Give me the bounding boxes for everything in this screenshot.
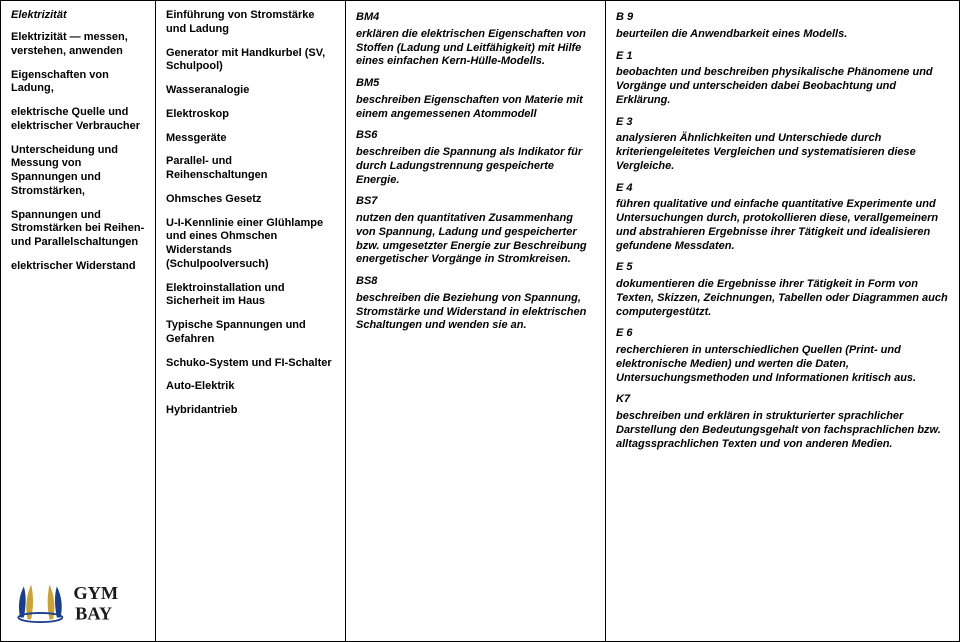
competency-text: beschreiben Eigenschaften von Materie mi… bbox=[356, 94, 595, 122]
competency-code: K7 bbox=[616, 393, 949, 407]
content-item: Parallel- und Reihenschaltungen bbox=[166, 155, 335, 183]
competency-code: E 5 bbox=[616, 261, 949, 275]
content-item: Elektroskop bbox=[166, 108, 335, 122]
competency-text: recherchieren in unterschiedlichen Quell… bbox=[616, 344, 949, 385]
competency-text: nutzen den quantitativen Zusammenhang vo… bbox=[356, 212, 595, 267]
competency-text: erklären die elektrischen Eigenschaften … bbox=[356, 28, 595, 69]
content-item: Typische Spannungen und Gefahren bbox=[166, 319, 335, 347]
topic-item: elektrische Quelle und elektrischer Verb… bbox=[11, 106, 145, 134]
topic-item: Spannungen und Stromstärken bei Reihen- … bbox=[11, 209, 145, 250]
competency-text: beschreiben die Beziehung von Spannung, … bbox=[356, 292, 595, 333]
content-item: Wasseranalogie bbox=[166, 84, 335, 98]
competency-text: beobachten und beschreiben physikalische… bbox=[616, 66, 949, 107]
curriculum-table: Elektrizität Elektrizität — messen, vers… bbox=[0, 0, 960, 642]
content-item: Elektroinstallation und Sicherheit im Ha… bbox=[166, 282, 335, 310]
content-item: Messgeräte bbox=[166, 132, 335, 146]
competency-code: B 9 bbox=[616, 11, 949, 25]
logo-text-bottom: BAY bbox=[75, 603, 112, 623]
school-logo: GYM BAY bbox=[11, 573, 145, 633]
topic-item: Elektrizität — messen, verstehen, anwend… bbox=[11, 31, 145, 59]
competency-text: dokumentieren die Ergebnisse ihrer Tätig… bbox=[616, 278, 949, 319]
competency-code: BM5 bbox=[356, 77, 595, 91]
competency-code: E 1 bbox=[616, 50, 949, 64]
gym-bay-logo-icon: GYM BAY bbox=[11, 573, 121, 629]
competency-text: beurteilen die Anwendbarkeit eines Model… bbox=[616, 28, 949, 42]
content-item: Generator mit Handkurbel (SV, Schulpool) bbox=[166, 47, 335, 75]
content-item: Auto-Elektrik bbox=[166, 380, 335, 394]
content-item: Schuko-System und FI-Schalter bbox=[166, 357, 335, 371]
column-content: Einführung von Stromstärke und Ladung Ge… bbox=[156, 1, 346, 641]
competency-code: BM4 bbox=[356, 11, 595, 25]
competency-text: beschreiben und erklären in strukturiert… bbox=[616, 410, 949, 451]
competency-code: E 3 bbox=[616, 116, 949, 130]
competency-text: analysieren Ähnlichkeiten und Unterschie… bbox=[616, 132, 949, 173]
topic-item: Eigenschaften von Ladung, bbox=[11, 69, 145, 97]
content-item: Einführung von Stromstärke und Ladung bbox=[166, 9, 335, 37]
competency-text: führen qualitative und einfache quantita… bbox=[616, 198, 949, 253]
competency-code: BS6 bbox=[356, 129, 595, 143]
competency-code: E 4 bbox=[616, 182, 949, 196]
column-competencies-e: B 9 beurteilen die Anwendbarkeit eines M… bbox=[606, 1, 959, 641]
content-item: Ohmsches Gesetz bbox=[166, 193, 335, 207]
content-item: U-I-Kennlinie einer Glühlampe und eines … bbox=[166, 217, 335, 272]
competency-code: BS7 bbox=[356, 195, 595, 209]
topic-item: elektrischer Widerstand bbox=[11, 260, 145, 274]
topic-heading: Elektrizität bbox=[11, 9, 145, 21]
competency-text: beschreiben die Spannung als Indikator f… bbox=[356, 146, 595, 187]
logo-text-top: GYM bbox=[73, 583, 118, 603]
column-competencies-b: BM4 erklären die elektrischen Eigenschaf… bbox=[346, 1, 606, 641]
topic-item: Unterscheidung und Messung von Spannunge… bbox=[11, 144, 145, 199]
content-item: Hybridantrieb bbox=[166, 404, 335, 418]
competency-code: E 6 bbox=[616, 327, 949, 341]
column-topic: Elektrizität Elektrizität — messen, vers… bbox=[1, 1, 156, 641]
competency-code: BS8 bbox=[356, 275, 595, 289]
